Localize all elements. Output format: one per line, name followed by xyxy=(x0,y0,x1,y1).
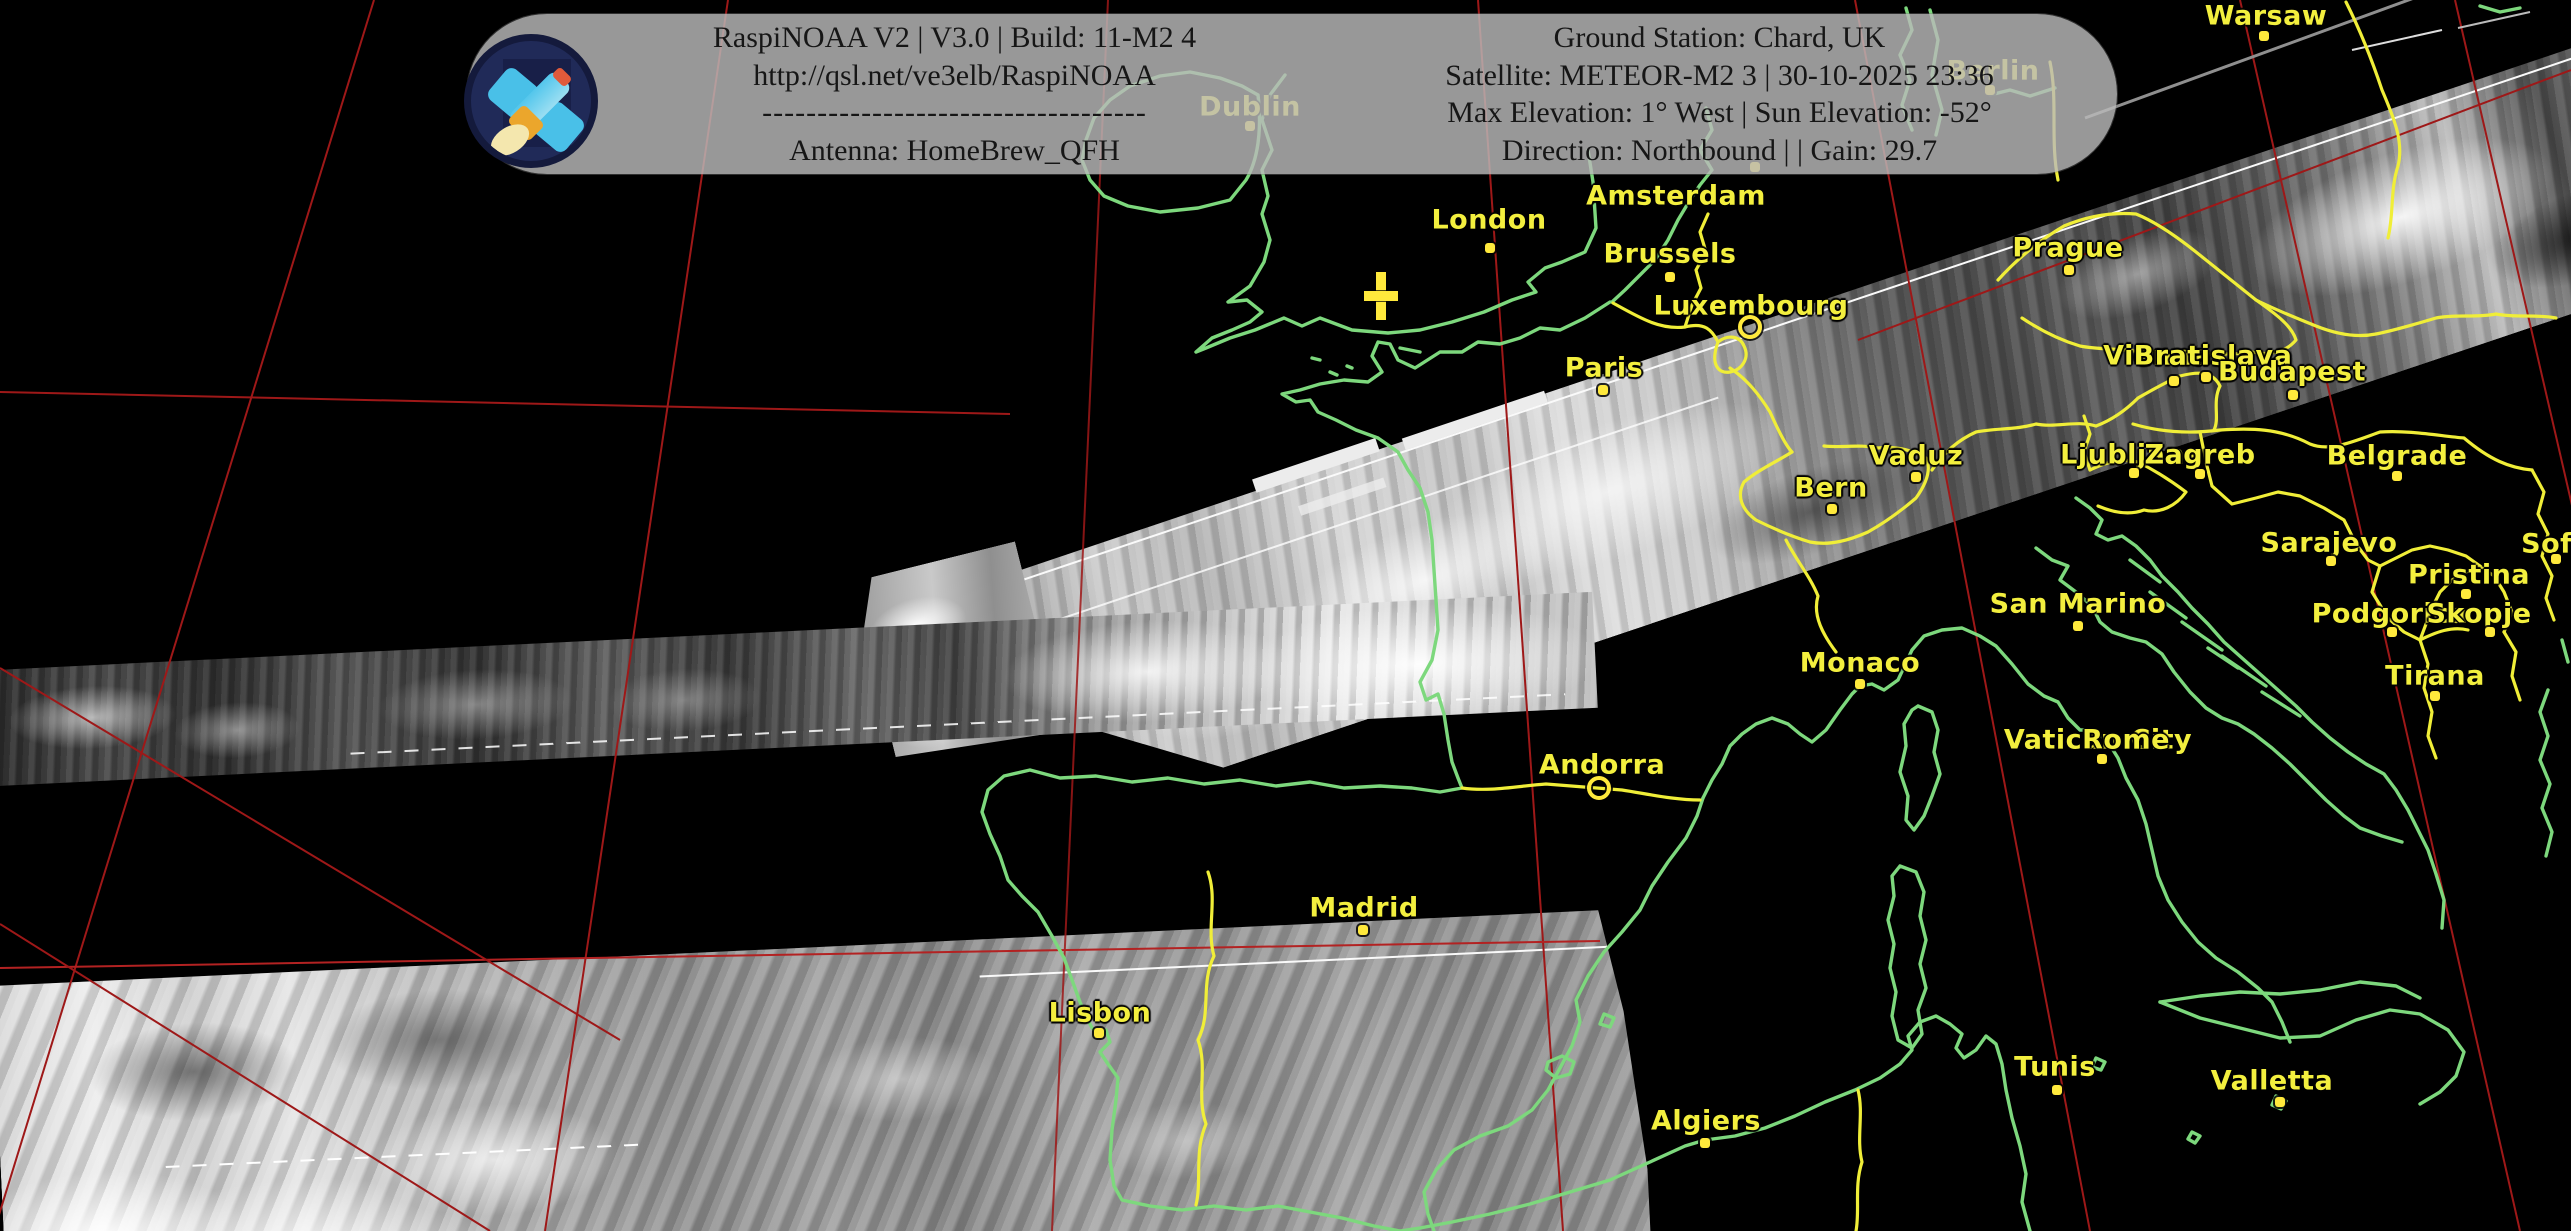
banner-antenna: Antenna: HomeBrew_QFH xyxy=(789,133,1120,167)
city-label-zagreb: Zagreb xyxy=(2144,439,2256,471)
city-marker-paris xyxy=(1598,385,1608,395)
city-label-warsaw: Warsaw xyxy=(2204,0,2328,32)
city-marker-skopje xyxy=(2485,627,2495,637)
city-label-paris: Paris xyxy=(1564,352,1644,384)
city-label-belgrade: Belgrade xyxy=(2326,440,2468,472)
city-marker-valletta xyxy=(2275,1097,2285,1107)
info-banner: RaspiNOAA V2 | V3.0 | Build: 11-M2 4 htt… xyxy=(464,14,2117,174)
city-label-podgorica: Podgorica xyxy=(2311,598,2469,630)
banner-satellite-pass: Satellite: METEOR-M2 3 | 30-10-2025 23:3… xyxy=(1445,58,1994,92)
city-label-vienna: Vienna xyxy=(2103,340,2211,372)
city-label-pristina: Pristina xyxy=(2407,559,2531,591)
city-marker-vatican-city xyxy=(2097,754,2107,764)
city-label-prague: Prague xyxy=(2012,232,2124,264)
city-marker-zagreb xyxy=(2195,469,2205,479)
city-marker-san-marino xyxy=(2073,621,2083,631)
city-label-skopje: Skopje xyxy=(2426,598,2532,630)
city-label-san-marino: San Marino xyxy=(1989,588,2167,620)
city-marker-budapest xyxy=(2288,390,2298,400)
cross-icon xyxy=(1364,291,1398,301)
banner-elevation: Max Elevation: 1° West | Sun Elevation: … xyxy=(1447,96,1992,129)
ground-station-marker xyxy=(1364,272,1398,320)
city-marker-monaco xyxy=(1855,679,1865,689)
border-layer xyxy=(1194,0,2558,1231)
swath-ghost-edge xyxy=(2084,0,2413,120)
city-label-madrid: Madrid xyxy=(1309,892,1419,924)
city-marker-brussels xyxy=(1665,272,1675,282)
banner-right-block: Ground Station: Chard, UK Satellite: MET… xyxy=(1292,19,2117,169)
city-label-sofia: Sofia xyxy=(2521,528,2571,560)
city-marker-algiers xyxy=(1700,1138,1710,1148)
city-label-vaduz: Vaduz xyxy=(1868,440,1964,472)
city-marker-sarajevo xyxy=(2326,556,2336,566)
city-marker-tunis xyxy=(2052,1085,2062,1095)
city-marker-luxembourg xyxy=(1738,315,1762,339)
banner-url: http://qsl.net/ve3elb/RaspiNOAA xyxy=(753,58,1156,92)
city-marker-madrid xyxy=(1358,925,1368,935)
city-marker-podgorica xyxy=(2387,627,2397,637)
city-marker-pristina xyxy=(2461,589,2471,599)
city-marker-prague xyxy=(2064,265,2074,275)
city-label-brussels: Brussels xyxy=(1603,238,1737,270)
city-label-amsterdam: Amsterdam xyxy=(1586,180,1766,212)
city-label-lisbon: Lisbon xyxy=(1048,997,1152,1029)
city-label-algiers: Algiers xyxy=(1651,1105,1761,1137)
city-label-vatican-city: Vatican City xyxy=(2003,724,2193,756)
city-marker-london xyxy=(1485,243,1495,253)
coastline-layer xyxy=(980,4,2570,1231)
city-marker-andorra xyxy=(1587,776,1611,800)
city-marker-belgrade xyxy=(2392,471,2402,481)
banner-left-block: RaspiNOAA V2 | V3.0 | Build: 11-M2 4 htt… xyxy=(617,19,1292,169)
city-label-rome: Rome xyxy=(2082,724,2170,756)
city-marker-bern xyxy=(1827,504,1837,514)
city-label-london: London xyxy=(1431,204,1547,236)
city-marker-ljubljana xyxy=(2129,468,2139,478)
city-label-tunis: Tunis xyxy=(2014,1051,2096,1083)
city-label-valletta: Valletta xyxy=(2210,1065,2334,1097)
banner-direction-gain: Direction: Northbound | | Gain: 29.7 xyxy=(1501,133,1938,167)
city-label-monaco: Monaco xyxy=(1799,647,1921,679)
city-label-budapest: Budapest xyxy=(2218,356,2366,388)
banner-divider: ----------------------------------- xyxy=(762,96,1147,129)
city-marker-sofia xyxy=(2551,554,2561,564)
city-marker-bratislava xyxy=(2201,372,2211,382)
city-label-sarajevo: Sarajevo xyxy=(2260,527,2398,559)
banner-app-version: RaspiNOAA V2 | V3.0 | Build: 11-M2 4 xyxy=(712,21,1197,54)
city-marker-vaduz xyxy=(1911,472,1921,482)
city-label-bratislava: Bratislava xyxy=(2133,340,2293,372)
city-label-bern: Bern xyxy=(1794,472,1868,504)
city-label-andorra: Andorra xyxy=(1538,749,1666,781)
city-marker-warsaw xyxy=(2259,31,2269,41)
city-marker-tirana xyxy=(2430,691,2440,701)
city-marker-vienna xyxy=(2169,376,2179,386)
raspinoaa-satellite-logo-icon xyxy=(464,34,598,168)
banner-ground-station: Ground Station: Chard, UK xyxy=(1553,21,1886,54)
city-marker-lisbon xyxy=(1094,1028,1104,1038)
city-label-ljubljana: Ljubljana xyxy=(2060,439,2204,471)
city-label-tirana: Tirana xyxy=(2385,660,2485,692)
